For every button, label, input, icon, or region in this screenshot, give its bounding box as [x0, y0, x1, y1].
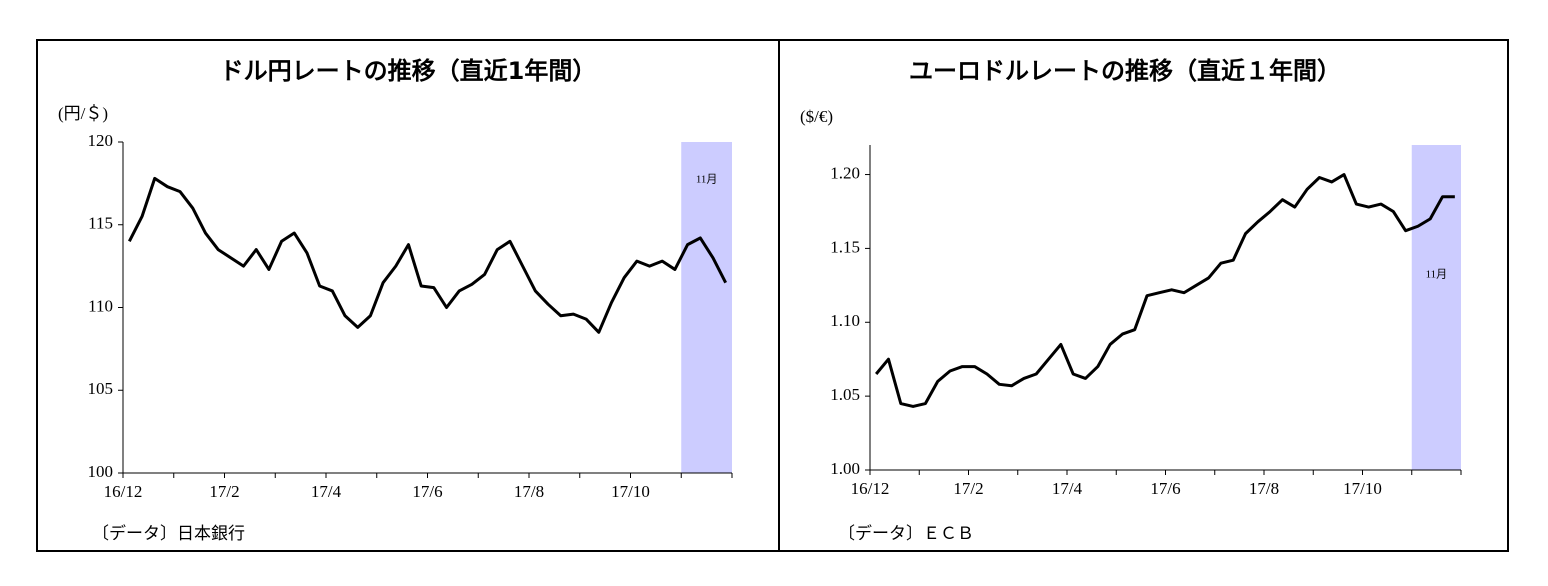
y-tick-label: 120	[88, 131, 114, 150]
chart-title: ユーロドルレートの推移（直近１年間）	[909, 57, 1341, 85]
highlight-label: 11月	[696, 174, 718, 186]
y-tick-label: 1.00	[830, 459, 860, 478]
highlight-label: 11月	[1426, 269, 1448, 281]
x-tick-label: 17/6	[412, 482, 442, 501]
y-tick-label: 105	[88, 379, 114, 398]
y-tick-label: 1.05	[830, 385, 860, 404]
x-tick-label: 17/8	[514, 482, 544, 501]
x-tick-label: 17/4	[311, 482, 342, 501]
x-tick-label: 17/6	[1150, 479, 1180, 498]
highlight-band	[681, 142, 732, 473]
source-note: 〔データ〕ＥＣＢ	[838, 523, 974, 543]
x-tick-label: 17/4	[1052, 479, 1083, 498]
x-tick-label: 17/8	[1249, 479, 1279, 498]
frame	[36, 39, 1509, 552]
y-tick-label: 1.20	[830, 163, 860, 182]
y-axis-unit: (円/＄)	[58, 104, 108, 123]
x-tick-label: 17/2	[209, 482, 239, 501]
chart-title: ドル円レートの推移（直近1年間）	[220, 57, 597, 85]
x-tick-label: 17/2	[953, 479, 983, 498]
x-tick-label: 17/10	[1343, 479, 1382, 498]
y-tick-label: 1.15	[830, 237, 860, 256]
y-tick-label: 110	[88, 296, 113, 315]
highlight-band	[1411, 145, 1461, 470]
data-line	[128, 176, 727, 334]
x-tick-label: 16/12	[851, 479, 890, 498]
y-tick-label: 100	[88, 462, 114, 481]
source-note: 〔データ〕日本銀行	[92, 523, 245, 543]
y-tick-label: 1.10	[830, 311, 860, 330]
x-tick-label: 16/12	[104, 482, 143, 501]
data-line	[875, 173, 1455, 408]
x-tick-label: 17/10	[611, 482, 650, 501]
y-tick-label: 115	[88, 214, 113, 233]
y-axis-unit: ($/€)	[800, 107, 833, 126]
